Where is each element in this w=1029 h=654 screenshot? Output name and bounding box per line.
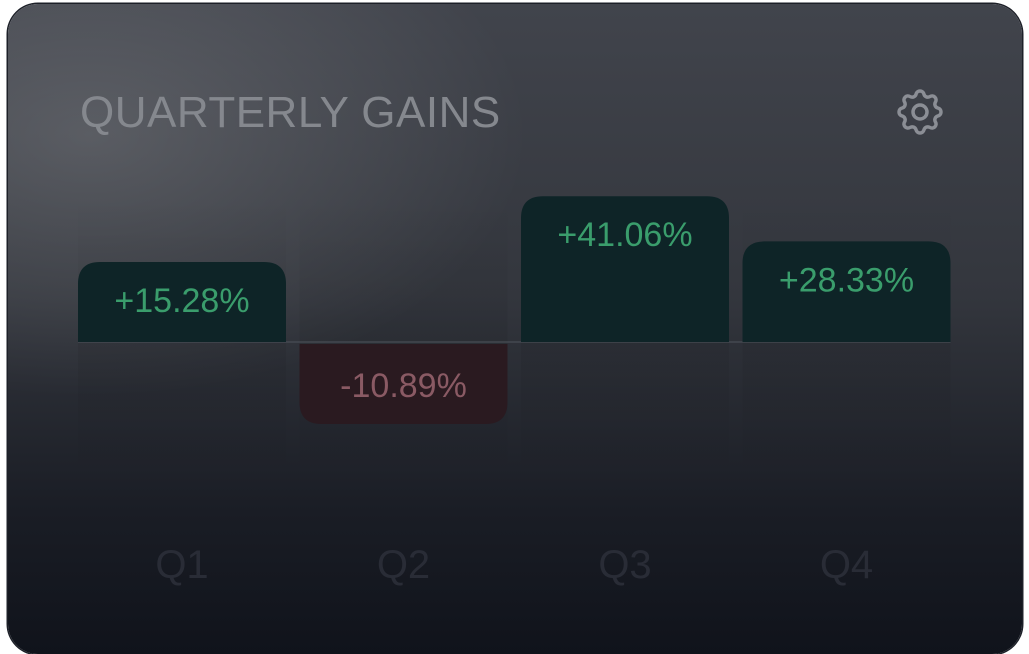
data-label-q3: +41.06% bbox=[557, 216, 692, 254]
column-track bbox=[742, 342, 951, 494]
column-track bbox=[299, 194, 508, 342]
bar-q3 bbox=[521, 196, 729, 342]
category-label-q2: Q2 bbox=[377, 543, 430, 587]
category-label-q1: Q1 bbox=[155, 543, 208, 587]
category-label-q3: Q3 bbox=[598, 543, 651, 587]
category-label-q4: Q4 bbox=[820, 543, 873, 587]
bar-q1 bbox=[78, 262, 286, 342]
card-title: QUARTERLY GAINS bbox=[80, 88, 501, 137]
quarterly-gains-card: QUARTERLY GAINS +15.28% -10.89% +41.06% +28… bbox=[8, 4, 1022, 654]
data-label-q2: -10.89% bbox=[340, 367, 467, 405]
gear-icon[interactable] bbox=[892, 84, 948, 140]
quarterly-bar-chart: +15.28% -10.89% +41.06% +28.33% Q1 Q2 Q3 Q4 bbox=[78, 194, 951, 587]
column-track bbox=[521, 342, 729, 494]
data-label-q4: +28.33% bbox=[779, 261, 914, 299]
bar-q2 bbox=[299, 344, 508, 424]
data-label-q1: +15.28% bbox=[114, 282, 249, 320]
bar-q4 bbox=[742, 241, 951, 342]
column-track bbox=[78, 342, 286, 494]
